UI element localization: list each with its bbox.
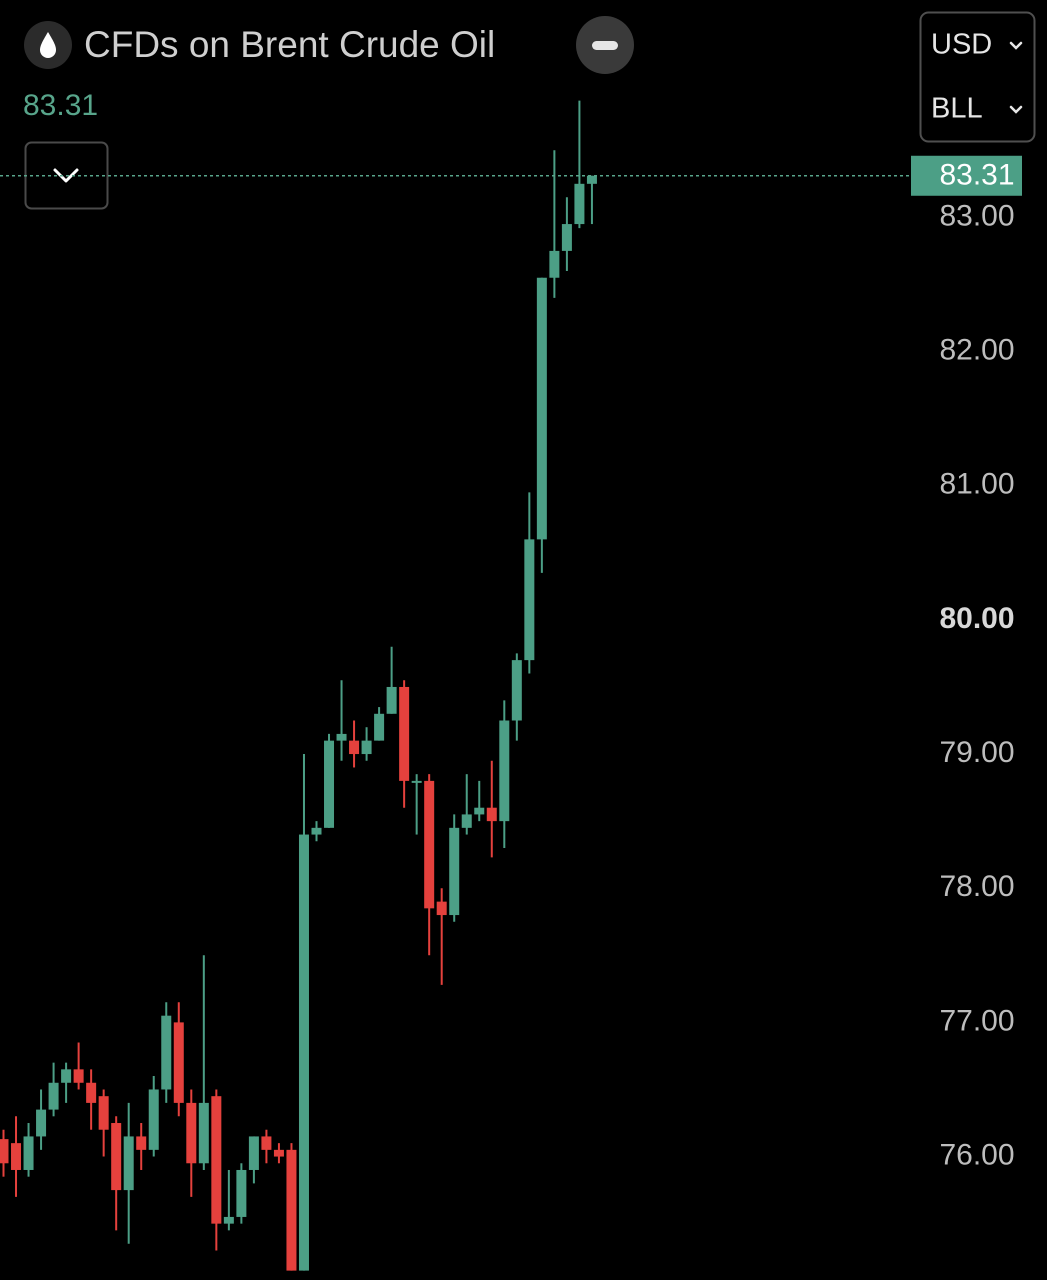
candle-body: [361, 740, 372, 755]
candle-body: [486, 807, 497, 822]
y-tick-label: 83.00: [939, 199, 1014, 232]
candle-body: [436, 901, 447, 916]
last-price-label: 83.31: [939, 159, 1014, 192]
candle-body: [549, 250, 560, 278]
candle-body: [198, 1102, 209, 1164]
candle-body: [61, 1069, 72, 1083]
candle-body: [511, 660, 522, 721]
candle-body: [449, 827, 460, 916]
candle-body: [298, 834, 309, 1271]
candle-body: [148, 1089, 159, 1150]
currency-select[interactable]: USD: [931, 29, 992, 61]
y-tick-label: 82.00: [939, 333, 1014, 366]
chevron-icon: [53, 168, 79, 183]
plot-area: 76.00 77.00 78.00 79.00 80.00 81.00 82.00 83.00…: [0, 100, 1046, 1271]
candle-body: [173, 1022, 184, 1103]
candle-body: [73, 1069, 84, 1083]
candle-body: [273, 1149, 284, 1157]
unit-select[interactable]: BLL: [931, 93, 983, 125]
candle-body: [223, 1216, 234, 1224]
y-tick-label: 76.00: [939, 1138, 1014, 1171]
candle-body: [23, 1136, 34, 1170]
candle-body: [48, 1082, 59, 1110]
candle-body: [374, 713, 385, 741]
y-tick-label: 78.00: [939, 870, 1014, 903]
remove-icon: [592, 41, 618, 50]
candle-body: [561, 224, 572, 251]
candle-body: [236, 1169, 247, 1217]
y-tick-label: 80.00: [939, 602, 1014, 635]
candle-body: [111, 1123, 122, 1191]
candle-body: [0, 1139, 9, 1164]
y-tick-label: 79.00: [939, 736, 1014, 769]
candle-body: [186, 1102, 197, 1164]
candle-body: [336, 733, 347, 741]
candle-body: [474, 807, 485, 815]
candle-body: [524, 539, 535, 661]
last-price-tag: [911, 155, 1022, 196]
candle-body: [36, 1109, 47, 1137]
candle-body: [248, 1136, 259, 1170]
candle-body: [86, 1082, 97, 1103]
candle-body: [386, 686, 397, 714]
candle-body: [261, 1136, 272, 1150]
y-tick-label: 81.00: [939, 468, 1014, 501]
candle-body: [311, 827, 322, 835]
dropdown-icon: [1009, 41, 1023, 50]
candle-body: [349, 740, 360, 755]
candle-body: [11, 1143, 22, 1170]
candle-body: [536, 277, 547, 540]
selector-box: [919, 11, 1036, 143]
drop-icon: [40, 32, 56, 58]
candle-body: [574, 183, 585, 225]
candle-body: [136, 1136, 147, 1150]
candle-body: [586, 175, 597, 184]
candle-body: [461, 814, 472, 828]
candle-body: [399, 686, 410, 781]
candle-body: [161, 1015, 172, 1090]
last-price: 83.31: [23, 89, 98, 122]
y-tick-label: 77.00: [939, 1004, 1014, 1037]
candle-body: [98, 1096, 109, 1130]
candle-body: [499, 720, 510, 822]
dropdown-icon: [1009, 105, 1023, 114]
candle-body: [324, 740, 335, 828]
candle-body: [411, 780, 422, 783]
candle-body: [286, 1149, 297, 1271]
candle-body: [211, 1096, 222, 1224]
chart-title: CFDs on Brent Crude Oil: [84, 24, 495, 65]
candle-body: [424, 780, 435, 909]
candle-body: [123, 1136, 134, 1191]
